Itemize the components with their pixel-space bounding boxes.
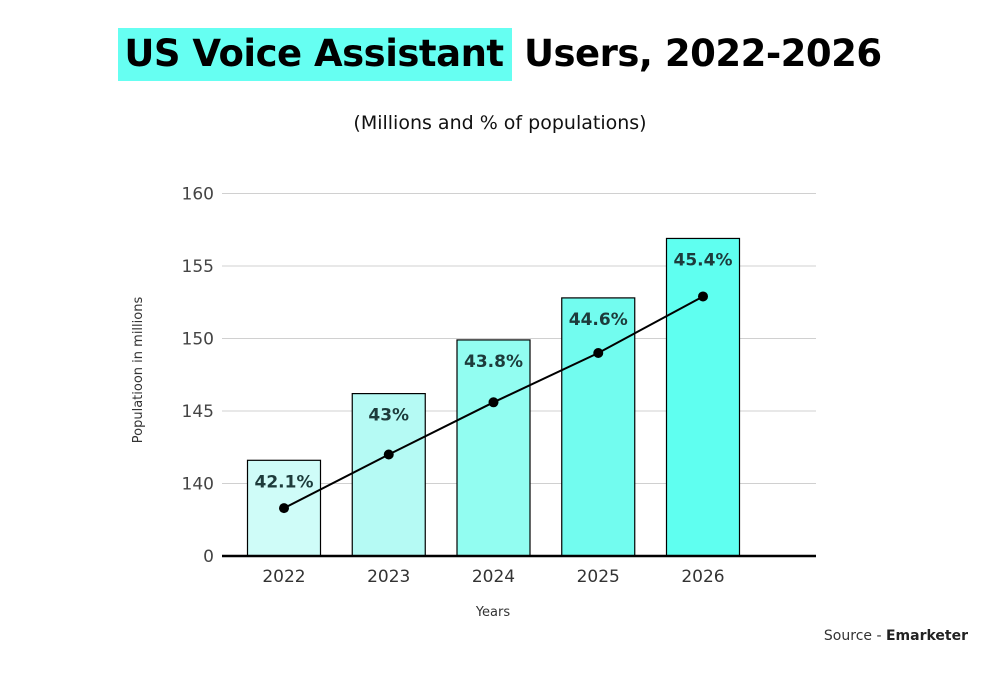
source-prefix: Source - — [823, 628, 886, 644]
line-point — [698, 291, 708, 302]
x-tick-label: 2023 — [367, 567, 410, 587]
title-highlight: US Voice Assistant — [118, 28, 512, 81]
y-tick-label: 145 — [182, 402, 214, 422]
bar — [456, 339, 531, 557]
line-point — [488, 397, 499, 408]
bar-data-label: 42.1% — [255, 472, 314, 492]
bar — [665, 237, 741, 557]
x-tick-label: 2025 — [577, 567, 620, 587]
chart-subtitle: (Millions and % of populations) — [353, 112, 647, 134]
y-tick-label: 0 — [203, 547, 214, 567]
x-axis-label: Years — [475, 605, 511, 620]
y-tick-label: 150 — [182, 330, 214, 350]
x-tick-label: 2024 — [472, 567, 515, 587]
line-point — [279, 503, 289, 514]
chart-title: US Voice Assistant Users, 2022-2026 — [0, 28, 1000, 81]
y-axis-label: Populatioon in millions — [131, 297, 146, 444]
y-tick-label: 140 — [182, 475, 214, 495]
bar-data-label: 43.8% — [464, 352, 523, 372]
y-tick-label: 160 — [182, 185, 214, 205]
bar-data-label: 45.4% — [674, 250, 733, 270]
x-tick-label: 2022 — [262, 567, 305, 587]
bar-data-label: 44.6% — [569, 310, 628, 330]
source-name: Emarketer — [885, 628, 968, 644]
x-tick-label: 2026 — [681, 567, 724, 587]
bar-data-label: 43% — [368, 406, 409, 426]
y-tick-label: 155 — [182, 257, 214, 277]
line-point — [593, 348, 604, 358]
bar — [561, 297, 636, 557]
source-note: Source - Emarketer — [824, 628, 968, 644]
line-point — [383, 449, 394, 460]
bar — [351, 393, 426, 557]
title-rest: Users, 2022-2026 — [511, 32, 882, 75]
